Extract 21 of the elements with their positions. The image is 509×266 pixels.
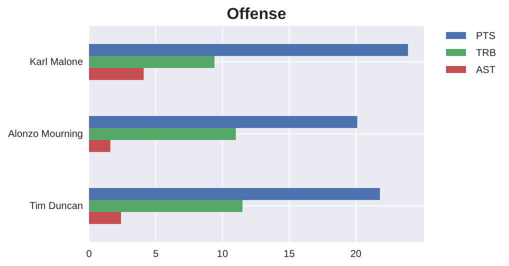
x-tick-label: 5 [152, 249, 159, 260]
bar [89, 44, 408, 56]
chart-title: Offense [226, 6, 286, 23]
x-tick-label: 20 [350, 249, 362, 260]
x-tick-label: 10 [216, 249, 228, 260]
bar [89, 200, 242, 212]
bar [89, 140, 110, 152]
bar [89, 56, 214, 68]
x-tick-label: 0 [86, 249, 92, 260]
y-tick-label: Alonzo Mourning [8, 129, 83, 140]
y-tick-label: Tim Duncan [29, 201, 83, 212]
bar [89, 188, 380, 200]
bar [89, 212, 122, 224]
legend-label: AST [476, 65, 496, 76]
bar [89, 68, 144, 80]
legend-label: TRB [476, 48, 496, 59]
bar [89, 128, 236, 140]
legend-label: PTS [476, 31, 496, 42]
y-tick-label: Karl Malone [30, 57, 84, 68]
x-tick-label: 15 [284, 249, 296, 260]
bar [89, 116, 358, 128]
